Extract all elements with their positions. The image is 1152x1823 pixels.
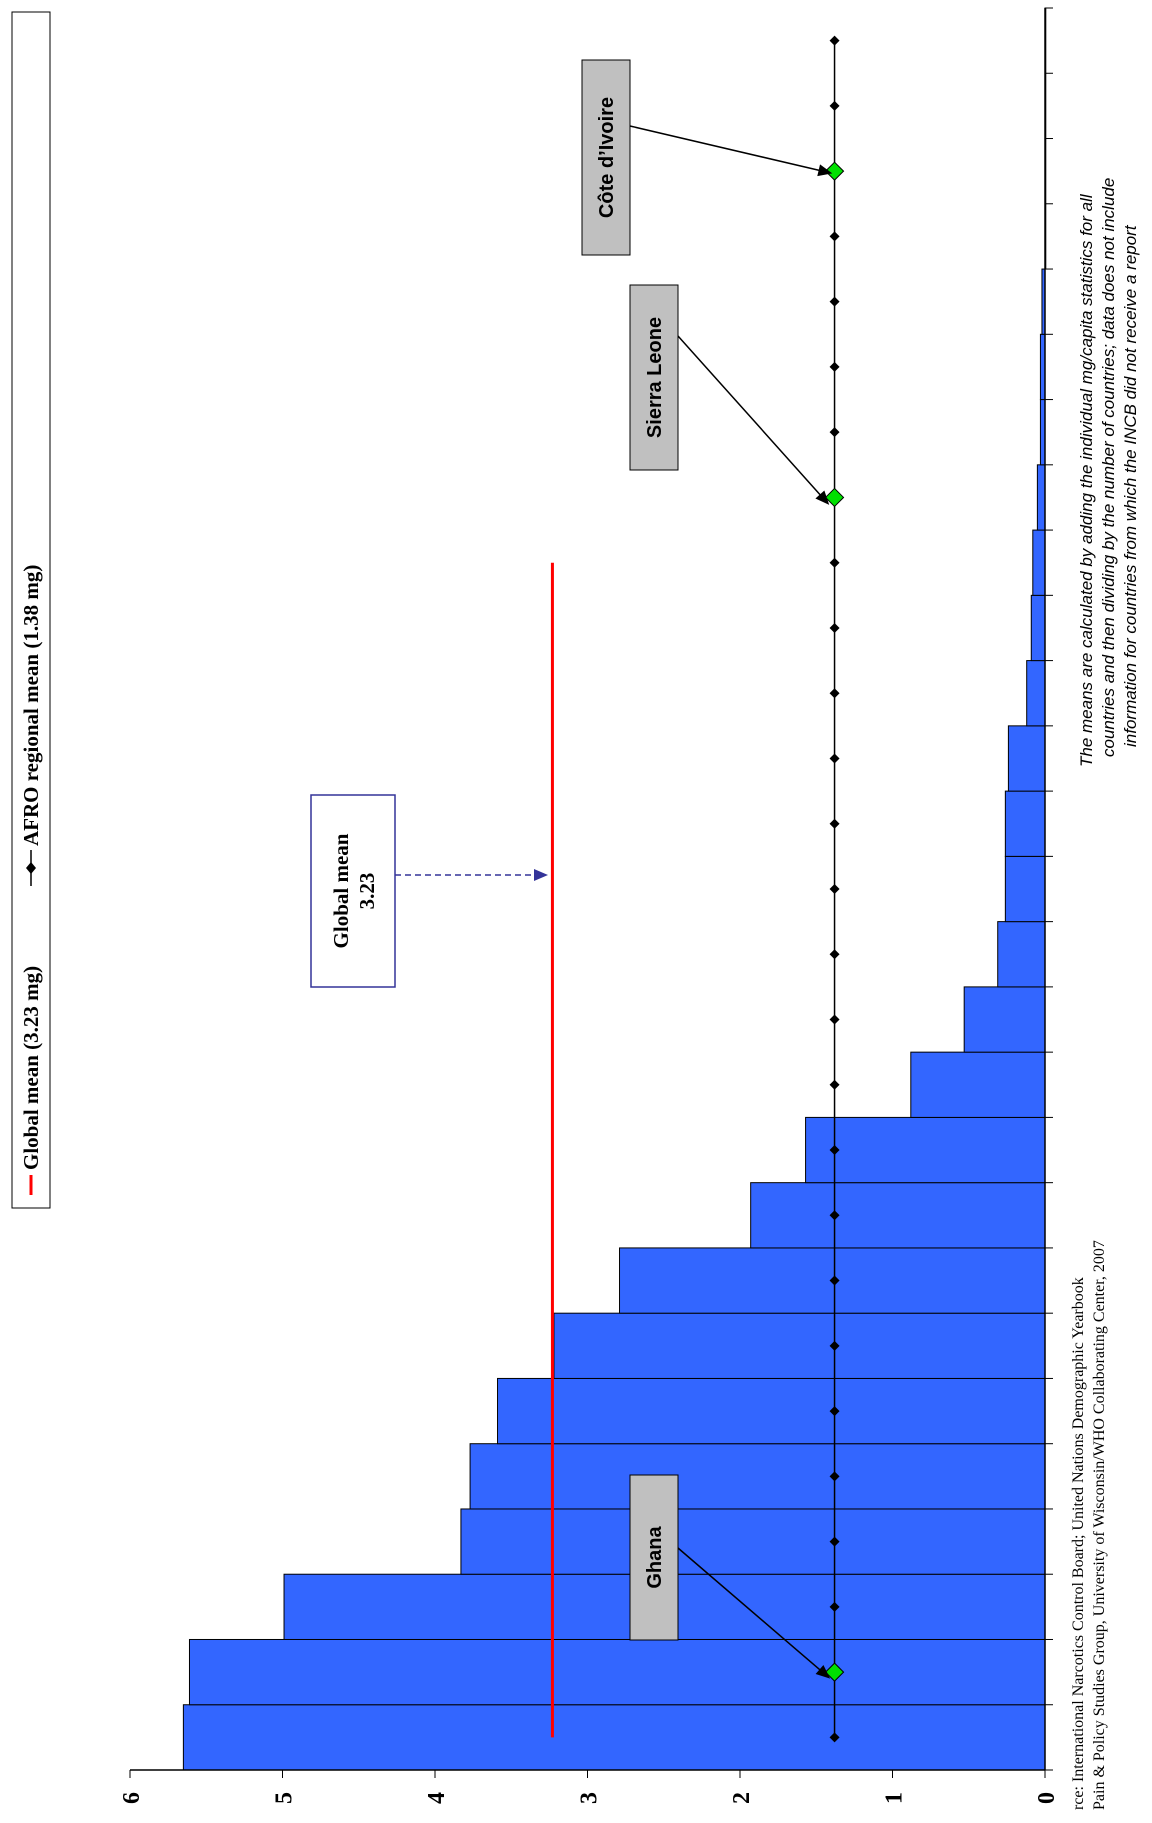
value-tick-label: 2 [729, 1792, 755, 1804]
global-callout-line1: Global mean [329, 833, 353, 948]
afro-marker [829, 1210, 840, 1221]
callout-label: Sierra Leone [644, 317, 666, 438]
callout-arrow [677, 335, 824, 498]
callout-box [581, 59, 631, 256]
afro-marker [829, 35, 840, 46]
callout-arrow [677, 1547, 824, 1673]
callout-ghana: Ghana [629, 1474, 831, 1679]
afro-marker [829, 1732, 840, 1743]
annotations: Ghana Sierra Leone Côte d’Ivoire [581, 59, 833, 1679]
legend-afro-marker [26, 862, 36, 874]
global-mean-callout: Global mean 3.23 [310, 794, 548, 988]
afro-marker [829, 557, 840, 568]
afro-marker [829, 818, 840, 829]
afro-marker [829, 100, 840, 111]
afro-marker [829, 1145, 840, 1156]
afro-marker [829, 1471, 840, 1482]
afro-highlight-marker [824, 487, 845, 508]
source-line-2: Pain & Policy Studies Group, University … [1091, 1240, 1108, 1810]
callout-arrow [629, 125, 823, 172]
afro-marker [829, 949, 840, 960]
value-tick-label: 3 [577, 1792, 603, 1804]
bar [963, 986, 1046, 1053]
afro-marker [829, 1536, 840, 1547]
afro-marker [829, 1340, 840, 1351]
bar [469, 1443, 1046, 1510]
afro-marker [829, 1406, 840, 1417]
bar [497, 1377, 1046, 1445]
callout-label: Côte d’Ivoire [596, 97, 618, 218]
afro-marker [829, 296, 840, 307]
afro-highlight-marker [824, 161, 845, 181]
callout-box [629, 1474, 679, 1641]
callout-label: Ghana [644, 1526, 666, 1589]
callout-box [629, 284, 679, 471]
value-axis: 0 1 2 3 4 5 6 [119, 7, 1060, 1804]
legend-box [11, 11, 51, 1209]
bar [1007, 725, 1046, 792]
afro-marker [829, 884, 840, 894]
afro-marker [829, 231, 840, 242]
bar [188, 1638, 1046, 1706]
afro-marker [829, 361, 840, 372]
global-callout-arrowhead [534, 869, 548, 881]
afro-marker [829, 753, 840, 764]
value-tick-label: 0 [1034, 1792, 1060, 1804]
legend-afro-label: AFRO regional mean (1.38 mg) [19, 565, 43, 846]
bar [553, 1312, 1046, 1379]
bar [460, 1508, 1046, 1575]
callout-sierra-leone: Sierra Leone [629, 284, 830, 505]
global-callout-line2: 3.23 [355, 873, 379, 910]
bar [1030, 594, 1046, 662]
callout-arrowhead [815, 1664, 831, 1679]
note: The means are calculated by adding the i… [1077, 178, 1140, 767]
afro-marker [829, 1275, 840, 1286]
global-callout-box [310, 794, 396, 988]
legend-global-label: Global mean (3.23 mg) [19, 966, 43, 1170]
afro-marker [829, 1014, 840, 1025]
callout-arrowhead [817, 164, 833, 177]
bar [997, 921, 1046, 988]
callout-arrowhead [815, 490, 830, 505]
legend: Global mean (3.23 mg) AFRO regional mean… [11, 11, 51, 1209]
value-tick-label: 1 [882, 1792, 908, 1804]
afro-marker [829, 688, 840, 699]
value-tick-label: 5 [272, 1792, 298, 1804]
source-line-1: rce: International Narcotics Control Boa… [1070, 1277, 1087, 1810]
note-line-1: The means are calculated by adding the i… [1077, 193, 1096, 767]
bar [750, 1182, 1046, 1249]
afro-highlight-marker [824, 1662, 845, 1682]
afro-marker [829, 427, 840, 438]
bar [1004, 790, 1046, 857]
bar [1036, 464, 1046, 531]
value-tick-label: 4 [424, 1792, 450, 1804]
afro-marker [829, 1601, 840, 1612]
bar [1032, 529, 1046, 596]
afro-marker [829, 622, 840, 633]
afro-mean-series [824, 35, 845, 1743]
callout-c-te-d-ivoire: Côte d’Ivoire [581, 59, 833, 256]
note-line-3: information for countries from which the… [1121, 224, 1140, 747]
afro-marker [829, 1079, 840, 1090]
bar [182, 1704, 1046, 1771]
value-tick-label: 6 [119, 1792, 145, 1804]
note-line-2: countries and then dividing by the numbe… [1099, 178, 1118, 757]
bar [805, 1116, 1046, 1184]
bar [1004, 855, 1046, 923]
bar [1026, 660, 1046, 727]
bar [910, 1051, 1046, 1118]
